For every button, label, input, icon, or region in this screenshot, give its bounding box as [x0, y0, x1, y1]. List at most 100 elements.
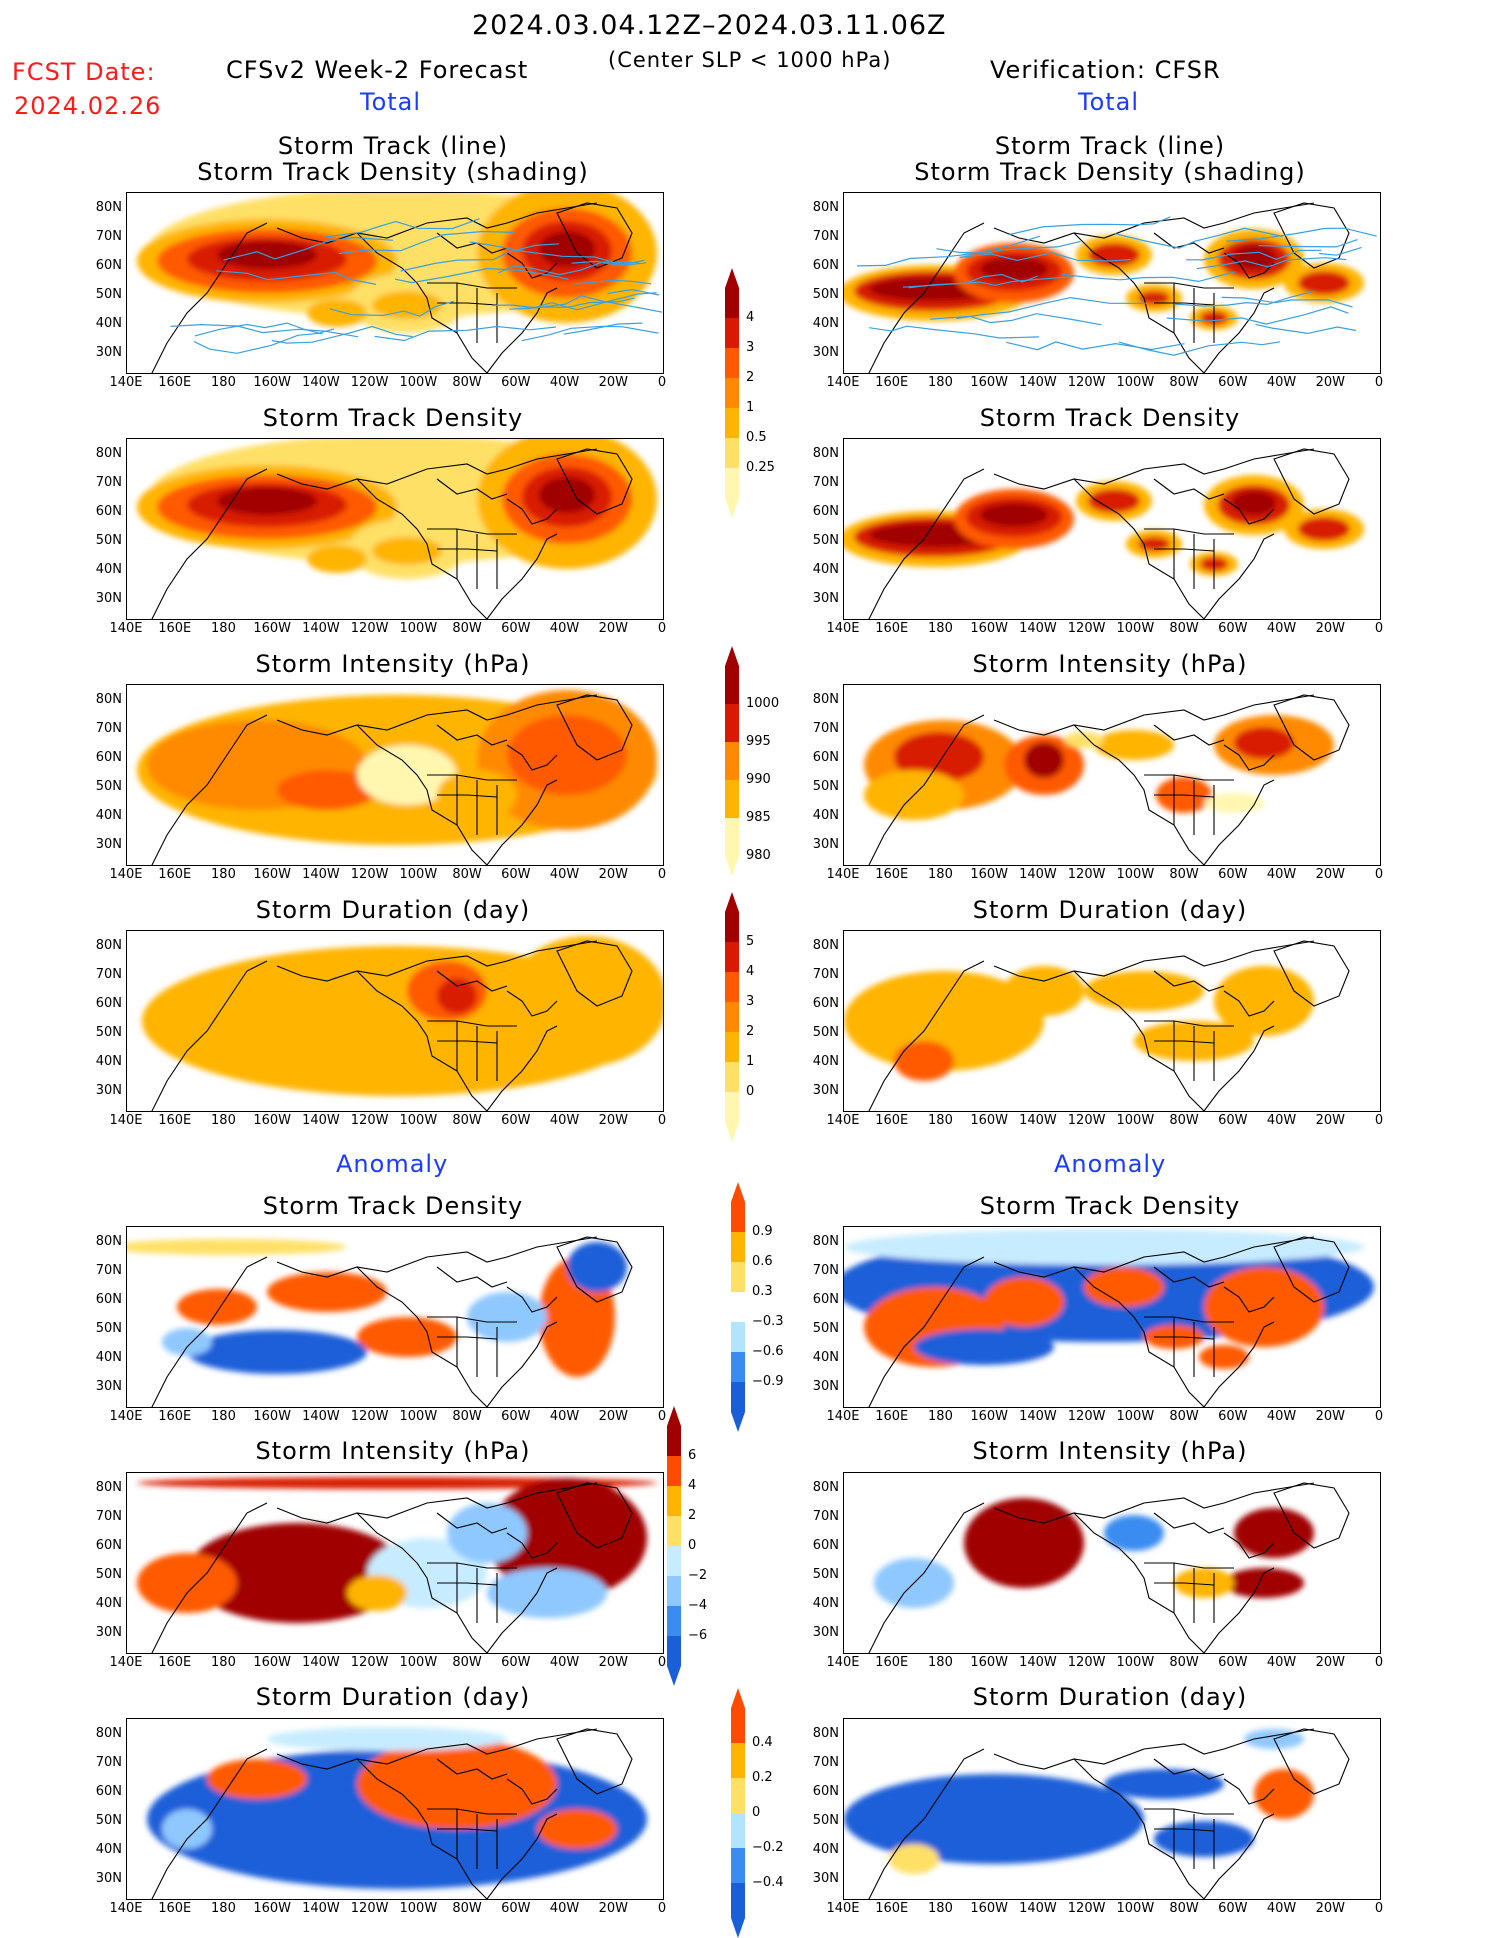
storm-track-line	[930, 313, 1102, 326]
lon-tick-label: 100W	[1116, 1113, 1155, 1128]
storm-track-line	[1166, 306, 1349, 325]
storm-track-line	[194, 322, 323, 337]
coastline	[151, 1502, 268, 1653]
colorbar-swatch	[731, 1292, 745, 1322]
lon-tick-label: 140W	[302, 867, 340, 882]
lon-tick-label: 100W	[399, 1409, 438, 1424]
field-shading	[277, 770, 377, 810]
storm-track-line	[509, 295, 663, 313]
lon-tick-label: 100W	[399, 1655, 438, 1670]
lon-tick-label: 60W	[501, 1409, 531, 1424]
lon-tick-label: 20W	[598, 1655, 628, 1670]
coastline	[1073, 232, 1205, 373]
lon-tick-label: 20W	[1315, 375, 1345, 390]
field-shading	[894, 732, 984, 782]
coastline	[437, 794, 498, 798]
coastline	[436, 1758, 508, 1780]
lat-tick-label: 40N	[95, 1842, 122, 1857]
lon-tick-label: 40W	[549, 375, 580, 390]
field-shading	[964, 1498, 1084, 1588]
greenland-outline	[556, 202, 633, 269]
lon-tick-label: 60W	[1218, 375, 1248, 390]
greenland-outline	[1273, 1482, 1350, 1549]
total-label-right: Total	[1078, 88, 1140, 116]
lon-tick-label: 60W	[501, 1655, 531, 1670]
field-shading	[207, 1759, 307, 1799]
lon-tick-label: 120W	[350, 867, 389, 882]
coastline	[151, 1748, 268, 1899]
lon-tick-label: 60W	[1218, 621, 1248, 636]
field-shading	[1204, 793, 1264, 813]
lon-tick-label: 80W	[452, 1901, 482, 1916]
coastline	[506, 498, 558, 525]
field-shading	[539, 477, 595, 513]
coastline	[1154, 1336, 1215, 1340]
storm-track-line	[338, 230, 514, 255]
lon-tick-label: 40W	[549, 867, 580, 882]
field-shading	[357, 1317, 457, 1357]
storm-track-line	[193, 328, 335, 354]
lat-tick-label: 40N	[812, 316, 839, 331]
lon-tick-label: 140E	[826, 375, 860, 390]
lon-tick-label: 160W	[253, 1409, 291, 1424]
title-density-left: Storm Track Density	[262, 404, 524, 432]
coastline	[356, 1758, 488, 1899]
lon-tick-label: 180	[928, 375, 953, 390]
colorbar-swatch	[667, 1406, 681, 1456]
field-shading	[1084, 1267, 1164, 1307]
lat-tick-label: 60N	[812, 750, 839, 765]
field-shading	[507, 936, 663, 1066]
lat-tick-label: 60N	[812, 504, 839, 519]
colorbar-swatch	[725, 646, 739, 704]
coastline	[456, 1317, 498, 1377]
coastline	[1073, 1758, 1205, 1899]
lat-tick-label: 80N	[95, 1726, 122, 1741]
lat-tick-label: 40N	[812, 1596, 839, 1611]
colorbar-density-anom	[731, 1182, 745, 1432]
coastline	[506, 1778, 558, 1805]
lon-tick-label: 100W	[1116, 375, 1155, 390]
lat-tick-label: 60N	[95, 504, 122, 519]
coastline	[356, 724, 488, 865]
field-shading	[137, 1477, 657, 1489]
field-shading	[357, 1739, 557, 1829]
lat-tick-label: 40N	[95, 316, 122, 331]
storm-track-line	[959, 252, 1131, 262]
coastline	[993, 202, 1315, 244]
greenland-outline	[1273, 694, 1350, 761]
lat-tick-label: 60N	[95, 1538, 122, 1553]
field-shading	[1254, 1769, 1314, 1819]
lon-tick-label: 0	[1374, 375, 1384, 390]
field-shading	[1199, 1345, 1249, 1369]
lat-tick-label: 40N	[812, 1054, 839, 1069]
lon-tick-label: 160W	[253, 1655, 291, 1670]
colorbar-swatch	[725, 818, 739, 876]
coastline	[993, 1236, 1315, 1278]
storm-track-line	[1006, 341, 1185, 351]
lon-tick-label: 140E	[109, 867, 143, 882]
colorbar-tick-label: −0.2	[752, 1840, 784, 1855]
coastline	[506, 990, 558, 1017]
colorbar-swatch	[731, 1743, 745, 1778]
field-shading	[1298, 271, 1350, 295]
coastline	[456, 1563, 498, 1623]
lon-tick-label: 140W	[302, 1113, 340, 1128]
storm-track-line	[521, 325, 659, 342]
lon-tick-label: 120W	[350, 375, 389, 390]
lon-tick-label: 160E	[875, 621, 909, 636]
title-density-right: Storm Track Density	[979, 404, 1241, 432]
colorbar-tick-label: −0.6	[752, 1344, 784, 1359]
colorbar-tick-label: 2	[688, 1508, 697, 1523]
lon-tick-label: 180	[928, 867, 953, 882]
colorbar-swatch	[725, 892, 739, 942]
colorbar-swatch	[725, 1062, 739, 1092]
coastline	[993, 448, 1315, 490]
storm-track-line	[223, 236, 393, 261]
coastline	[456, 283, 498, 343]
field-shading	[1084, 971, 1204, 1011]
colorbar-tick-label: 4	[746, 310, 755, 325]
lat-tick-label: 30N	[95, 1625, 122, 1640]
map-duration-left	[126, 930, 664, 1112]
lon-tick-label: 140E	[826, 1901, 860, 1916]
map-track-left	[126, 192, 664, 374]
